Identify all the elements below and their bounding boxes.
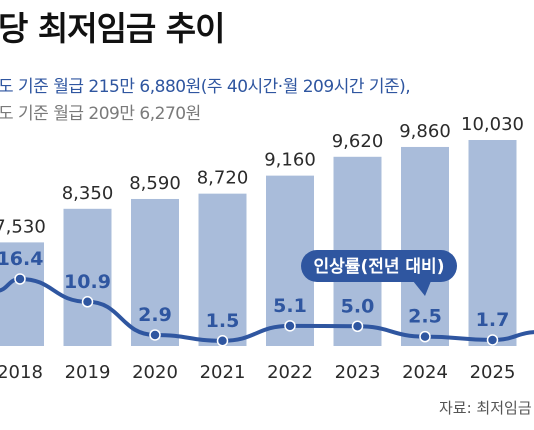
rate-line-layer xyxy=(0,273,534,347)
x-axis-ticks: 2018 2019 2020 2021 2022 2023 2024 2025 xyxy=(0,362,515,383)
wage-label-2019: 8,350 xyxy=(62,183,114,204)
wage-label-2025: 10,030 xyxy=(461,114,524,135)
rate-point-2021 xyxy=(216,335,229,347)
wage-bar-2025 xyxy=(468,140,517,346)
rate-label-2019: 10.9 xyxy=(64,271,111,293)
x-tick-2019: 2019 xyxy=(65,362,111,383)
wage-bar-2021 xyxy=(198,193,247,346)
rate-label-2025: 1.7 xyxy=(476,309,510,331)
x-tick-2023: 2023 xyxy=(335,362,381,383)
rate-point-2018 xyxy=(14,273,26,285)
rate-point-2022 xyxy=(284,320,296,332)
rate-point-2024 xyxy=(419,330,431,343)
note-2025-wage: 도 기준 월급 209만 6,270원 xyxy=(0,104,201,124)
wage-bar-2024 xyxy=(401,146,449,346)
note-2026-wage: 도 기준 월급 215만 6,880원(주 40시간·월 209시간 기준), xyxy=(0,77,411,97)
x-tick-2024: 2024 xyxy=(402,362,448,383)
rate-label-2023: 5.0 xyxy=(341,295,375,317)
x-tick-2018: 2018 xyxy=(0,362,43,383)
wage-bar-2018 xyxy=(0,242,44,346)
rate-badge-background xyxy=(301,250,457,282)
rate-point-2020 xyxy=(149,329,161,341)
rate-line xyxy=(0,276,534,343)
rate-label-2021: 1.5 xyxy=(206,310,240,332)
rate-label-2020: 2.9 xyxy=(138,304,172,326)
x-tick-2022: 2022 xyxy=(267,362,313,383)
wage-label-2022: 9,160 xyxy=(264,150,316,171)
rate-point-2025 xyxy=(486,334,499,346)
rate-badge-pointer xyxy=(413,281,431,296)
x-tick-2020: 2020 xyxy=(132,362,178,383)
labels-layer: 7,530 8,350 8,590 8,720 9,160 9,620 9,860 10,03… xyxy=(0,114,524,332)
page-title: 당 최저임금 추이 xyxy=(0,9,225,48)
wage-label-2020: 8,590 xyxy=(129,173,181,194)
rate-point-2019 xyxy=(81,296,94,308)
x-tick-2025: 2025 xyxy=(470,362,516,383)
rate-legend-badge: 인상률(전년 대비) xyxy=(301,250,457,296)
wage-label-2023: 9,620 xyxy=(332,131,384,152)
rate-label-2018: 16.4 xyxy=(0,248,43,270)
wage-label-2018: 7,530 xyxy=(0,216,46,237)
x-tick-2021: 2021 xyxy=(200,362,246,383)
rate-label-2024: 2.5 xyxy=(408,306,442,328)
rate-point-2023 xyxy=(351,320,364,332)
rate-label-2022: 5.1 xyxy=(273,295,307,317)
source-note: 자료: 최저임금 xyxy=(439,399,532,417)
rate-legend-label: 인상률(전년 대비) xyxy=(314,257,445,277)
wage-label-2024: 9,860 xyxy=(399,121,451,142)
wage-bar-2020 xyxy=(131,198,179,346)
wage-label-2021: 8,720 xyxy=(197,168,249,189)
wage-bar-2019 xyxy=(63,208,112,346)
